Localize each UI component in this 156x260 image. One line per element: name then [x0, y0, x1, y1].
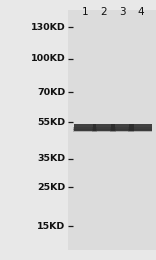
Text: 35KD: 35KD [37, 154, 66, 163]
Bar [73, 127, 97, 130]
Text: 1: 1 [82, 7, 88, 17]
Bar [110, 127, 134, 130]
Bar [110, 129, 134, 132]
Text: 130KD: 130KD [31, 23, 66, 32]
Text: 70KD: 70KD [37, 88, 66, 97]
Bar [128, 127, 152, 130]
Text: 15KD: 15KD [37, 222, 66, 231]
Bar [74, 124, 96, 131]
Bar [129, 124, 152, 131]
Text: 100KD: 100KD [31, 54, 66, 63]
Bar [128, 129, 152, 132]
Text: 55KD: 55KD [37, 118, 66, 127]
Text: 4: 4 [137, 7, 144, 17]
Bar [68, 10, 156, 250]
Text: 25KD: 25KD [37, 183, 66, 192]
Text: 3: 3 [119, 7, 126, 17]
Bar [111, 124, 134, 131]
Bar [73, 129, 97, 132]
Bar [92, 127, 116, 130]
Text: 2: 2 [100, 7, 107, 17]
Bar [92, 129, 116, 132]
Bar [93, 124, 115, 131]
